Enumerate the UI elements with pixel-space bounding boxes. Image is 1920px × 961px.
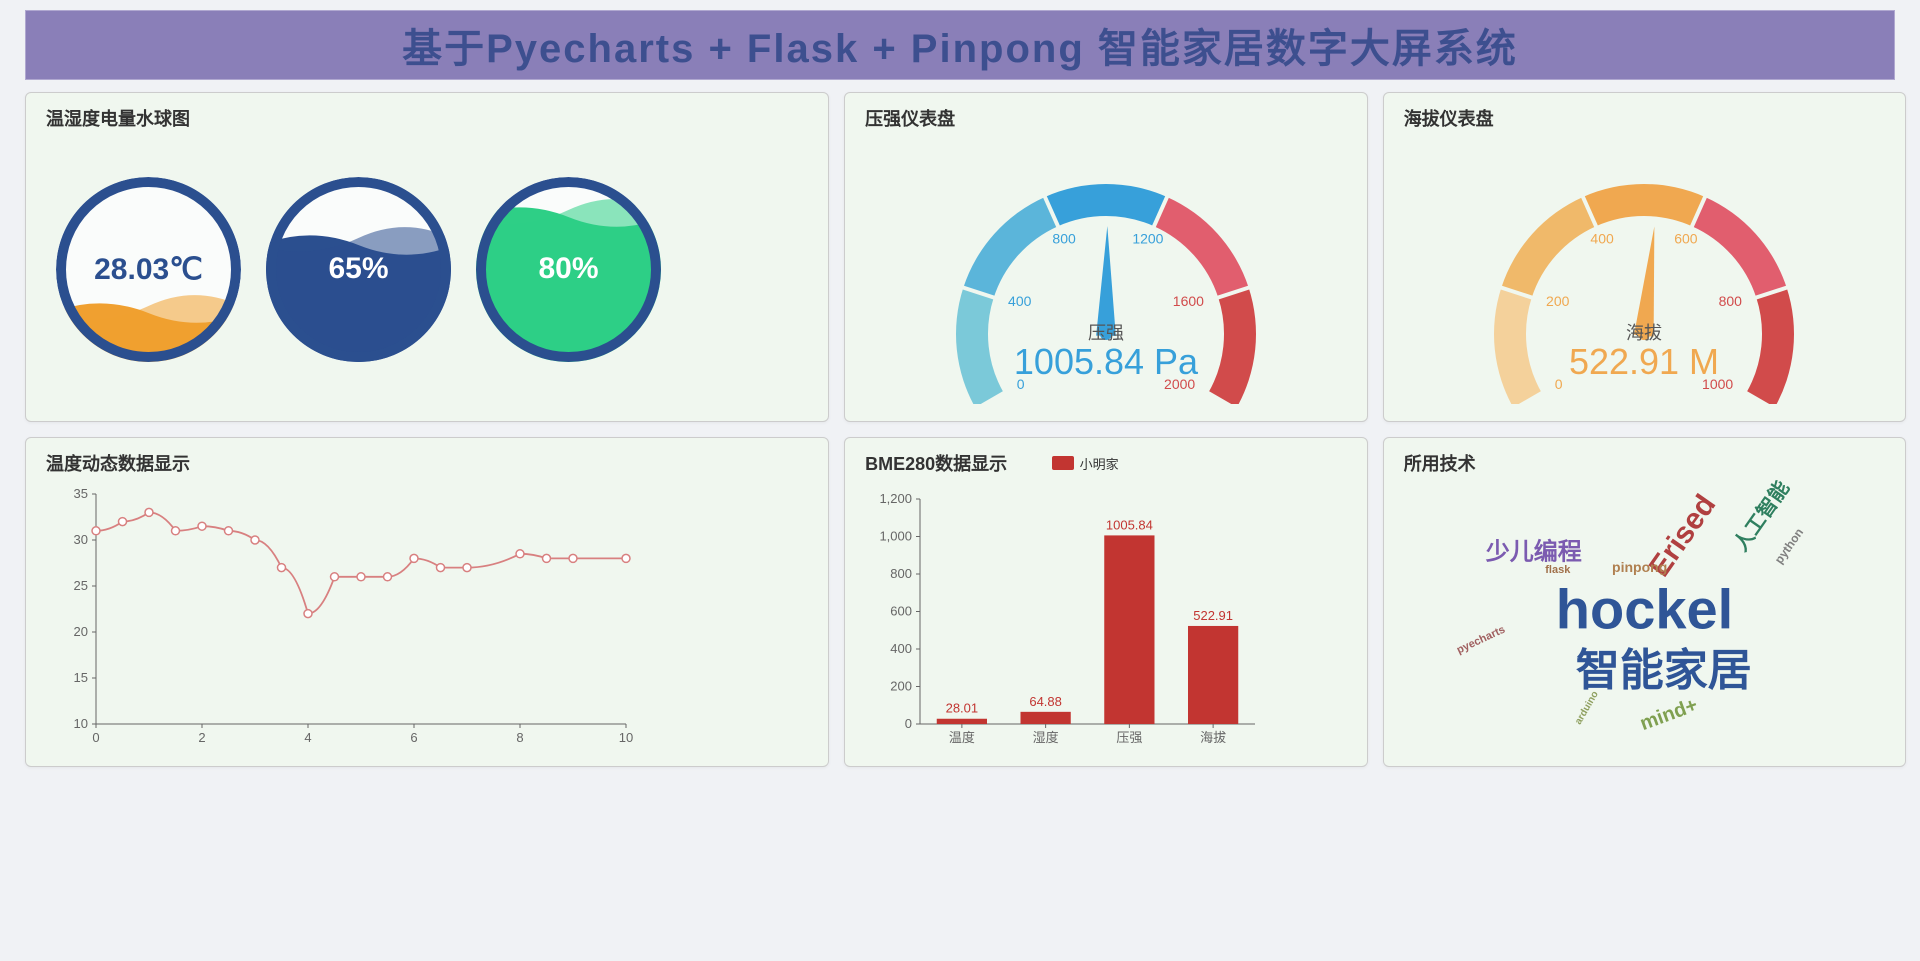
svg-text:600: 600 <box>890 604 912 619</box>
svg-text:1,000: 1,000 <box>880 529 913 544</box>
pressure-gauge-panel: 压强仪表盘 0400800120016002000压强1005.84 Pa <box>844 92 1368 422</box>
svg-text:1005.84 Pa: 1005.84 Pa <box>1014 341 1199 382</box>
wordcloud-word: 智能家居 <box>1576 634 1752 698</box>
liquid-ball: 80% <box>476 177 661 362</box>
svg-text:200: 200 <box>1547 293 1571 309</box>
svg-text:522.91 M: 522.91 M <box>1569 341 1719 382</box>
svg-text:压强: 压强 <box>1116 730 1142 745</box>
wordcloud-panel: 所用技术 hockel智能家居Erised少儿编程人工智能mind+pinpon… <box>1383 437 1907 767</box>
svg-text:4: 4 <box>304 730 311 745</box>
liquid-row: 28.03℃ 65% 80% <box>46 139 808 399</box>
liquid-panel: 温湿度电量水球图 28.03℃ 65% 80% <box>25 92 829 422</box>
svg-text:30: 30 <box>74 532 88 547</box>
svg-text:10: 10 <box>619 730 633 745</box>
wordcloud-word: pinpong <box>1612 559 1667 575</box>
liquid-ball: 28.03℃ <box>56 177 241 362</box>
line-chart-panel: 温度动态数据显示 10 15 20 25 30 35 0 2 4 6 8 10 <box>25 437 829 767</box>
bar-legend[interactable]: 小明家 <box>1052 454 1119 473</box>
svg-text:600: 600 <box>1675 231 1699 247</box>
wordcloud-word: flask <box>1545 564 1570 576</box>
wordcloud-word: hockel <box>1556 576 1733 641</box>
bar-chart-panel: BME280数据显示 小明家 0 200 400 600 800 1,000 1,200 28… <box>844 437 1368 767</box>
svg-text:800: 800 <box>1052 231 1076 247</box>
svg-text:1,200: 1,200 <box>880 491 913 506</box>
svg-text:28.01: 28.01 <box>946 701 979 716</box>
svg-text:10: 10 <box>74 716 88 731</box>
pressure-gauge-chart: 0400800120016002000压强1005.84 Pa <box>865 139 1347 409</box>
svg-text:15: 15 <box>74 670 88 685</box>
svg-text:400: 400 <box>1591 231 1615 247</box>
svg-text:压强: 压强 <box>1088 323 1124 343</box>
svg-text:0: 0 <box>1555 376 1563 392</box>
svg-text:0: 0 <box>92 730 99 745</box>
bar-chart: 0 200 400 600 800 1,000 1,200 28.01 温度 64.88 湿度 100… <box>865 484 1265 754</box>
svg-text:64.88: 64.88 <box>1029 694 1062 709</box>
liquid-ball: 65% <box>266 177 451 362</box>
liquid-panel-title: 温湿度电量水球图 <box>46 105 808 131</box>
svg-text:200: 200 <box>890 679 912 694</box>
line-chart: 10 15 20 25 30 35 0 2 4 6 8 10 <box>46 484 646 754</box>
svg-text:400: 400 <box>1008 293 1032 309</box>
wordcloud-word: python <box>1772 526 1806 567</box>
svg-text:522.91: 522.91 <box>1193 608 1233 623</box>
svg-text:800: 800 <box>890 566 912 581</box>
svg-text:海拔: 海拔 <box>1626 323 1662 343</box>
svg-text:1200: 1200 <box>1132 231 1163 247</box>
page-title: 基于Pyecharts + Flask + Pinpong 智能家居数字大屏系统 <box>402 16 1518 74</box>
altitude-gauge-title: 海拔仪表盘 <box>1404 105 1886 131</box>
svg-text:海拔: 海拔 <box>1200 730 1226 745</box>
dashboard-grid: 温湿度电量水球图 28.03℃ 65% 80% 压强仪表盘 0400800120… <box>0 80 1920 779</box>
svg-text:400: 400 <box>890 641 912 656</box>
wordcloud-word: mind+ <box>1637 694 1701 736</box>
altitude-gauge-panel: 海拔仪表盘 02004006008001000海拔522.91 M <box>1383 92 1907 422</box>
altitude-gauge-chart: 02004006008001000海拔522.91 M <box>1404 139 1886 409</box>
bar-legend-swatch <box>1052 456 1074 470</box>
wordcloud-chart: hockel智能家居Erised少儿编程人工智能mind+pinpongpyth… <box>1404 484 1886 744</box>
svg-text:800: 800 <box>1719 293 1743 309</box>
svg-text:8: 8 <box>516 730 523 745</box>
wordcloud-title: 所用技术 <box>1404 450 1886 476</box>
svg-text:1005.84: 1005.84 <box>1106 517 1153 532</box>
wordcloud-word: 少儿编程 <box>1486 532 1582 567</box>
line-chart-title: 温度动态数据显示 <box>46 450 808 476</box>
svg-text:温度: 温度 <box>949 730 975 745</box>
svg-text:25: 25 <box>74 578 88 593</box>
page-header: 基于Pyecharts + Flask + Pinpong 智能家居数字大屏系统 <box>25 10 1895 80</box>
svg-text:2: 2 <box>198 730 205 745</box>
bar-chart-title: BME280数据显示 <box>865 450 1007 476</box>
bar-legend-label: 小明家 <box>1080 454 1119 473</box>
svg-text:1600: 1600 <box>1173 293 1204 309</box>
svg-text:35: 35 <box>74 486 88 501</box>
svg-text:湿度: 湿度 <box>1033 730 1059 745</box>
wordcloud-word: pyecharts <box>1455 624 1507 657</box>
pressure-gauge-title: 压强仪表盘 <box>865 105 1347 131</box>
svg-text:0: 0 <box>905 716 912 731</box>
svg-text:20: 20 <box>74 624 88 639</box>
svg-text:6: 6 <box>410 730 417 745</box>
